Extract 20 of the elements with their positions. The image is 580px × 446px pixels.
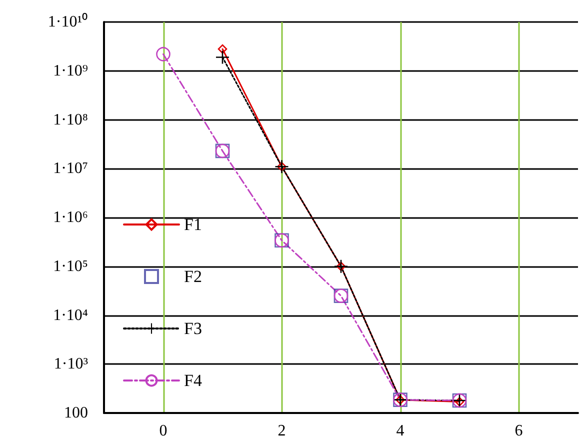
y-tick-label: 1·10⁸ <box>53 111 88 128</box>
point <box>216 50 229 64</box>
x-tick-label: 6 <box>514 422 523 440</box>
legend-label: F3 <box>184 319 202 338</box>
y-tick-label: 1·10⁴ <box>53 306 88 324</box>
x-tick-label: 0 <box>159 422 168 440</box>
y-tick-label: 1·10⁷ <box>53 160 88 178</box>
y-tick-label: 1·10¹⁰ <box>48 12 88 30</box>
y-tick-label: 1·10⁹ <box>53 62 88 80</box>
y-tick-label: 100 <box>64 404 88 422</box>
y-tick-label: 1·10³ <box>54 356 88 373</box>
legend-label: F1 <box>184 215 202 234</box>
legend-label: F4 <box>184 371 202 390</box>
x-tick-label: 2 <box>278 422 286 440</box>
y-tick-label: 1·10⁶ <box>53 209 88 226</box>
point <box>218 44 228 54</box>
x-tick-label: 4 <box>396 422 404 440</box>
y-tick-label: 1·10⁵ <box>53 258 88 275</box>
point <box>156 46 170 62</box>
legend-label: F2 <box>184 267 202 286</box>
